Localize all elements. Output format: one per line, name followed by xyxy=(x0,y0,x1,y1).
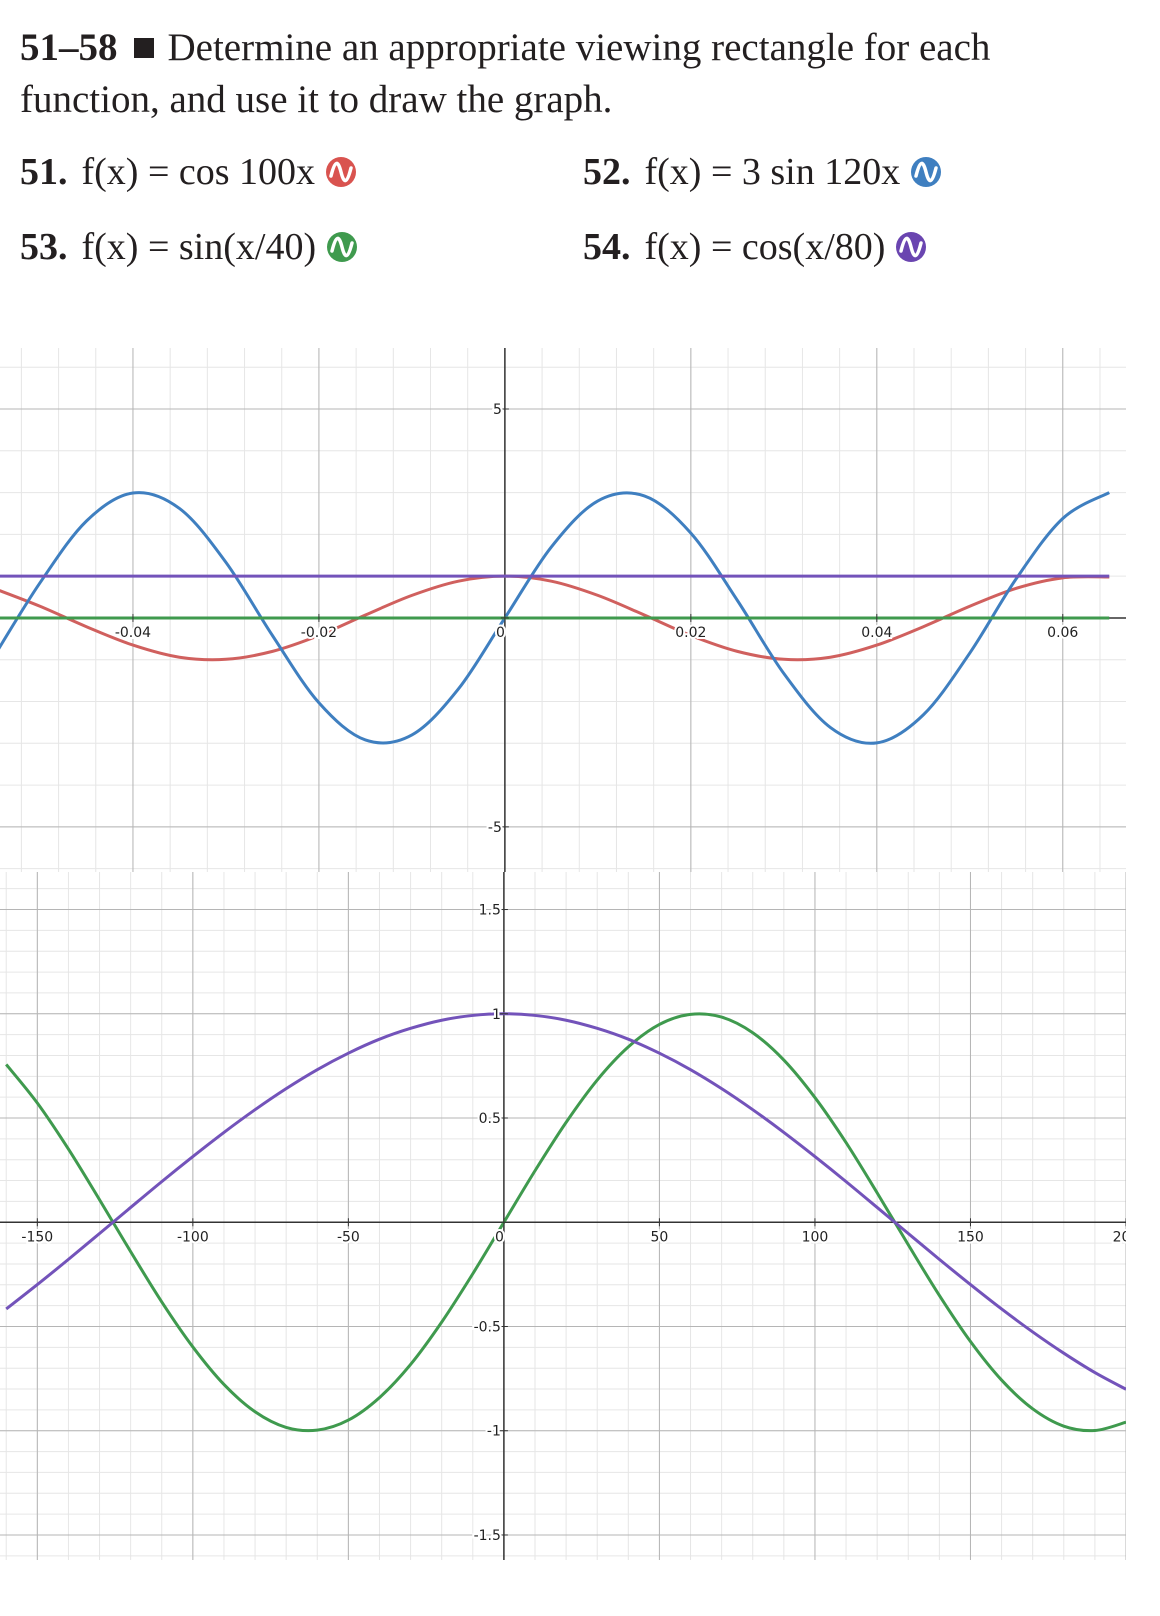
y-tick-label: 1.5 xyxy=(479,903,501,919)
x-tick-label: 150 xyxy=(957,1229,984,1245)
x-tick-label: 50 xyxy=(651,1229,669,1245)
problem-expression: f(x) = cos 100x xyxy=(81,151,316,193)
section-label: 51–58 xyxy=(20,26,118,69)
y-tick-label: 0.5 xyxy=(479,1111,501,1127)
problem-expression: f(x) = sin(x/40) xyxy=(81,226,317,268)
x-tick-label: -0.04 xyxy=(115,625,151,641)
problem: 51. f(x) = cos 100x xyxy=(20,150,357,194)
problem-number: 53. xyxy=(20,226,68,268)
graph: -0.04 -0.02 0 0.02 0.04 0.06 -5 5 xyxy=(0,348,1126,872)
y-tick-label: -1 xyxy=(487,1424,501,1440)
x-tick-label: -0.02 xyxy=(301,625,337,641)
square-bullet xyxy=(133,38,154,58)
y-tick-label: -5 xyxy=(488,820,502,836)
curve xyxy=(5,1012,1126,1433)
problem-number: 51. xyxy=(20,151,68,193)
icon-wave xyxy=(899,236,924,258)
x-tick-label: 100 xyxy=(802,1229,829,1245)
graph-icon xyxy=(911,157,942,187)
x-tick-label: -100 xyxy=(177,1229,209,1245)
y-tick-label: 5 xyxy=(493,402,502,418)
y-tick-label: -0.5 xyxy=(474,1319,501,1335)
graph-icon xyxy=(327,232,358,262)
header: 51–58 Determine an appropriate viewing re… xyxy=(20,22,1100,126)
x-tick-label: 0 xyxy=(495,1229,504,1245)
x-tick-label: 0.02 xyxy=(675,625,706,641)
problem: 52. f(x) = 3 sin 120x xyxy=(583,150,942,194)
problem-number: 52. xyxy=(583,151,631,193)
x-tick-label: 0.04 xyxy=(861,625,892,641)
problem-expression: f(x) = cos(x/80) xyxy=(644,226,886,268)
curve xyxy=(0,574,1110,662)
graph-icon xyxy=(326,157,357,187)
x-tick-label: -150 xyxy=(21,1229,53,1245)
instructions: Determine an appropriate viewing rectang… xyxy=(20,26,991,121)
x-tick-label: 0 xyxy=(496,625,505,641)
y-tick-label: -1.5 xyxy=(474,1528,501,1544)
y-tick-label: 1 xyxy=(492,1007,501,1023)
icon-wave xyxy=(329,161,353,183)
x-tick-label: 0.06 xyxy=(1047,625,1078,641)
curve xyxy=(5,1012,1126,1391)
problem: 54. f(x) = cos(x/80) xyxy=(583,225,927,269)
curve xyxy=(0,491,1110,745)
graph-icon xyxy=(896,232,927,262)
icon-wave xyxy=(330,236,354,258)
x-tick-label: -50 xyxy=(337,1229,360,1245)
icon-wave xyxy=(914,161,938,183)
problem-number: 54. xyxy=(583,226,631,268)
graph: -150 -100 -50 0 50 100 150 200 -1.5 -1 -0.5 0.5 1 1.5 xyxy=(0,872,1126,1560)
problem: 53. f(x) = sin(x/40) xyxy=(20,225,358,269)
problem-expression: f(x) = 3 sin 120x xyxy=(644,151,901,193)
x-tick-label: 200 xyxy=(1113,1229,1126,1245)
